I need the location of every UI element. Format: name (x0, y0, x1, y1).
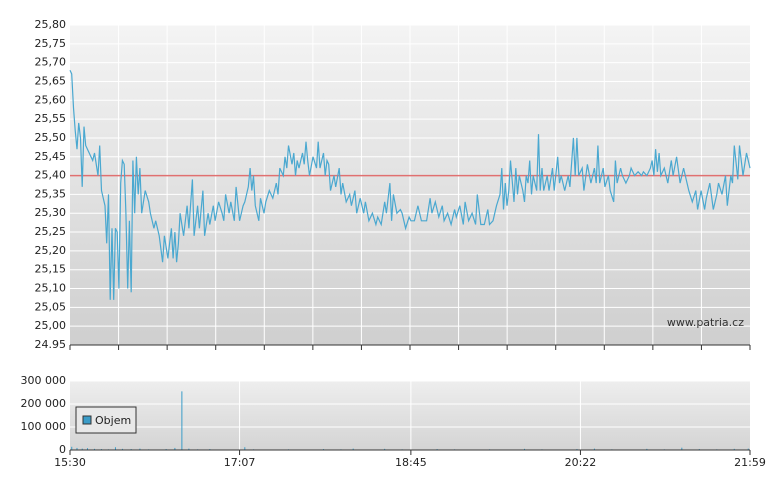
volume-bar (71, 446, 73, 450)
y-tick-label: 25,20 (35, 244, 67, 257)
volume-bar (139, 448, 141, 450)
volume-bar (121, 448, 123, 450)
volume-bar (188, 448, 190, 450)
y-tick-label: 25,75 (35, 37, 67, 50)
y-tick-label: 25,60 (35, 93, 67, 106)
y-tick-label: 24.95 (35, 338, 67, 351)
x-tick-label: 15:30 (54, 456, 86, 469)
y-tick-label: 25,70 (35, 56, 67, 69)
legend-swatch (82, 415, 92, 425)
volume-bar (646, 448, 648, 450)
x-tick-label: 17:07 (224, 456, 256, 469)
volume-bar (76, 447, 78, 450)
y-tick-label: 25,50 (35, 131, 67, 144)
y-tick-label: 25,80 (35, 18, 67, 31)
price-line (69, 69, 751, 300)
volume-bar (384, 448, 386, 450)
volume-bar (352, 448, 354, 450)
volume-bar (174, 447, 176, 450)
volume-bar (747, 448, 749, 450)
y-tick-label: 25,00 (35, 319, 67, 332)
y-tick-label: 25,05 (35, 300, 67, 313)
x-tick-label: 18:45 (395, 456, 427, 469)
y-tick-label: 25,15 (35, 263, 67, 276)
volume-bar (81, 448, 83, 450)
y-tick-label: 200 000 (21, 397, 67, 410)
volume-bar (523, 448, 525, 450)
y-tick-label: 25,35 (35, 187, 67, 200)
y-tick-label: 25,30 (35, 206, 67, 219)
y-tick-label: 0 (59, 443, 66, 456)
x-tick-label: 21:59 (734, 456, 766, 469)
x-tick-label: 20:22 (565, 456, 597, 469)
volume-bar (93, 448, 95, 450)
volume-bar (114, 447, 116, 450)
y-tick-label: 300 000 (21, 374, 67, 387)
y-tick-label: 25,10 (35, 282, 67, 295)
volume-bar (593, 448, 595, 450)
y-tick-label: 100 000 (21, 420, 67, 433)
volume-bar (86, 448, 88, 450)
volume-bar (733, 448, 735, 450)
volume-bar (181, 391, 183, 450)
watermark: www.patria.cz (667, 316, 744, 329)
volume-bar (244, 447, 246, 450)
volume-bar (681, 447, 683, 450)
y-tick-label: 25,55 (35, 112, 67, 125)
y-tick-label: 25,25 (35, 225, 67, 238)
y-tick-label: 25,40 (35, 169, 67, 182)
y-tick-label: 25,45 (35, 150, 67, 163)
legend-label: Objem (95, 414, 131, 427)
y-tick-label: 25,65 (35, 74, 67, 87)
plot-background (70, 381, 750, 450)
